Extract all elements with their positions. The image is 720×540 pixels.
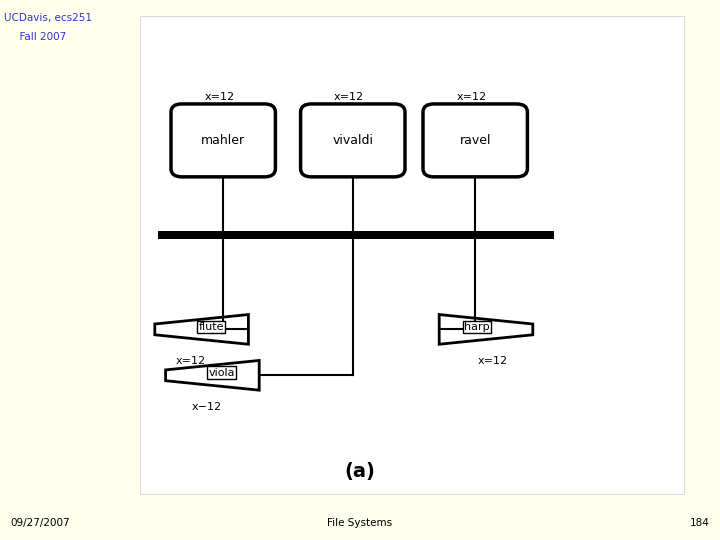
Text: x=12: x=12 bbox=[478, 356, 508, 367]
Text: x=12: x=12 bbox=[204, 92, 235, 102]
Text: mahler: mahler bbox=[201, 134, 246, 147]
FancyBboxPatch shape bbox=[301, 104, 405, 177]
Text: 09/27/2007: 09/27/2007 bbox=[11, 518, 71, 528]
Text: UCDavis, ecs251: UCDavis, ecs251 bbox=[4, 14, 91, 24]
Text: viola: viola bbox=[209, 368, 235, 377]
Text: x−12: x−12 bbox=[192, 402, 222, 413]
FancyBboxPatch shape bbox=[140, 16, 684, 494]
Text: File Systems: File Systems bbox=[328, 518, 392, 528]
Text: x=12: x=12 bbox=[176, 356, 206, 367]
Text: ravel: ravel bbox=[459, 134, 491, 147]
Text: (a): (a) bbox=[345, 462, 375, 481]
Text: flute: flute bbox=[198, 322, 224, 332]
Text: x=12: x=12 bbox=[456, 92, 487, 102]
Text: vivaldi: vivaldi bbox=[333, 134, 373, 147]
Text: x=12: x=12 bbox=[334, 92, 364, 102]
Text: Fall 2007: Fall 2007 bbox=[13, 32, 66, 43]
Text: 184: 184 bbox=[689, 518, 709, 528]
Polygon shape bbox=[439, 314, 533, 345]
FancyBboxPatch shape bbox=[171, 104, 275, 177]
Polygon shape bbox=[155, 314, 248, 345]
Polygon shape bbox=[166, 361, 259, 390]
Text: harp: harp bbox=[464, 322, 490, 332]
FancyBboxPatch shape bbox=[423, 104, 527, 177]
FancyBboxPatch shape bbox=[158, 231, 554, 239]
